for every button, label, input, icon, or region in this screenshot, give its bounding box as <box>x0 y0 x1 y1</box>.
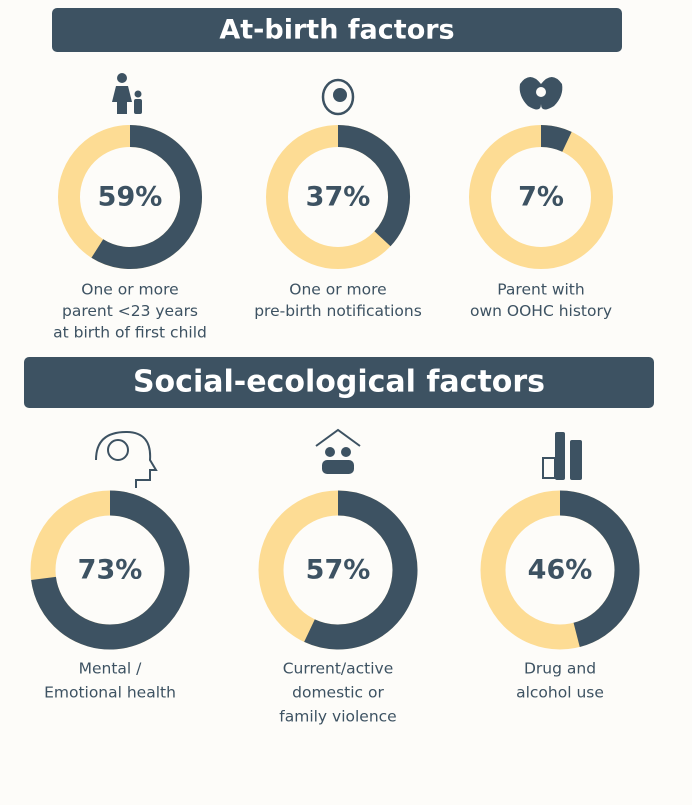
value-label: 73% <box>78 555 143 586</box>
value-label: 7% <box>518 182 564 213</box>
icons <box>95 73 582 488</box>
value-label: 59% <box>98 182 163 213</box>
chart-label: own OOHC history <box>470 302 612 320</box>
chart-label: Parent with <box>497 281 584 299</box>
heading: Social-ecological factors <box>133 365 545 400</box>
chart-label: Mental / <box>79 660 143 678</box>
donut-arc <box>91 125 202 269</box>
chart-label: Current/active <box>283 660 394 678</box>
chart-label: One or more <box>289 281 386 299</box>
chart-label: One or more <box>81 281 178 299</box>
chart-label: family violence <box>279 708 396 726</box>
donut-arc <box>540 125 572 152</box>
heading-bar <box>24 357 654 408</box>
donut-arc <box>559 490 640 647</box>
chart-label: pre-birth notifications <box>254 302 422 320</box>
donut-arc <box>31 490 190 650</box>
donut-arc <box>304 490 418 650</box>
chart-label: Emotional health <box>44 684 176 702</box>
value-label: 37% <box>306 182 371 213</box>
value-label: 57% <box>306 555 371 586</box>
heading: At-birth factors <box>219 15 454 46</box>
chart-label: domestic or <box>292 684 384 702</box>
value-label: 46% <box>528 555 593 586</box>
donut-arc <box>337 125 410 247</box>
heading-bar <box>52 8 622 52</box>
chart-label: parent <23 years <box>62 302 198 320</box>
chart-label: Drug and <box>524 660 596 678</box>
chart-label: at birth of first child <box>53 324 207 342</box>
chart-label: alcohol use <box>516 684 604 702</box>
